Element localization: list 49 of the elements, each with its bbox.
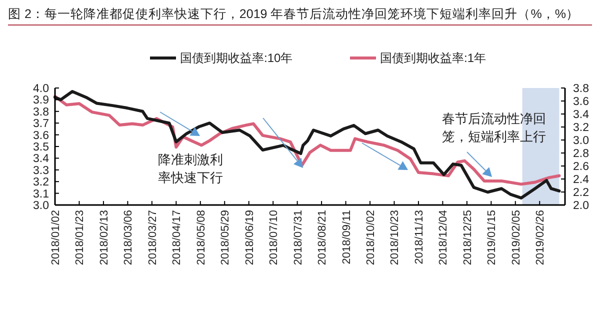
y2-tick-label: 3.2 — [573, 122, 589, 134]
y2-tick-label: 3.0 — [573, 135, 589, 147]
x-tick-label: 2019/01/15 — [486, 210, 498, 266]
y-tick-label: 3.0 — [33, 200, 49, 212]
x-tick-label: 2018/05/29 — [220, 210, 232, 266]
line-series — [54, 94, 561, 186]
x-tick-label: 2018/12/25 — [462, 210, 474, 266]
x-tick-label: 2018/09/11 — [340, 210, 353, 264]
x-tick-label: 2019/02/26 — [534, 210, 547, 266]
y2-tick-label: 2.2 — [573, 187, 589, 199]
x-tick-label: 2018/01/23 — [74, 210, 86, 266]
y-tick-label: 3.3 — [33, 164, 49, 177]
y2-tick-label: 2.8 — [573, 148, 589, 160]
annotation: 春节后流动性净回笼，短端利率上行 — [442, 110, 547, 146]
y2-tick-label: 2.4 — [573, 174, 590, 186]
y-tick-label: 3.9 — [33, 94, 49, 107]
y-tick-label: 3.2 — [33, 176, 49, 189]
chart-title: 图 2：每一轮降准都促使利率快速下行，2019 年春节后流动性净回笼环境下短端利率回升（%，%） — [8, 6, 579, 21]
x-tick-label: 2018/03/27 — [146, 210, 159, 266]
annotation: 降准刺激利率快速下行 — [158, 151, 224, 187]
x-tick-label: 2018/12/04 — [438, 210, 450, 266]
x-tick-label: 2018/04/17 — [171, 210, 184, 266]
x-tick-label: 2018/11/13 — [413, 210, 426, 264]
x-tick-label: 2018/07/31 — [292, 210, 304, 266]
y2-tick-label: 3.4 — [573, 109, 590, 121]
x-tick-label: 2018/07/10 — [268, 210, 280, 266]
y-tick-label: 3.6 — [33, 130, 49, 142]
y-tick-label: 3.4 — [33, 153, 50, 166]
x-tick-label: 2018/10/02 — [365, 210, 377, 266]
x-tick-label: 2018/01/02 — [50, 210, 62, 266]
x-tick-label: 2018/08/21 — [316, 210, 329, 266]
y-tick-label: 4.0 — [33, 83, 49, 95]
x-tick-label: 2018/10/23 — [389, 210, 402, 266]
x-tick-label: 2018/06/19 — [244, 210, 256, 266]
y-tick-label: 3.1 — [33, 188, 49, 200]
x-tick-label: 2018/02/13 — [98, 210, 110, 266]
line-series — [54, 90, 561, 200]
legend-label: 国债到期收益率:10年 — [180, 51, 293, 65]
x-tick-label: 2018/05/08 — [195, 210, 208, 266]
legend-label: 国债到期收益率:1年 — [380, 51, 486, 65]
y-tick-label: 3.8 — [33, 106, 49, 118]
x-tick-label: 2018/03/06 — [122, 210, 135, 266]
y-tick-label: 3.7 — [33, 118, 49, 130]
x-tick-label: 2019/02/05 — [510, 210, 522, 266]
y2-tick-label: 3.6 — [573, 96, 589, 108]
y-tick-label: 3.5 — [33, 142, 49, 154]
y2-tick-label: 3.8 — [573, 83, 589, 95]
y2-tick-label: 2.0 — [573, 200, 589, 212]
y2-tick-label: 2.6 — [573, 161, 589, 173]
